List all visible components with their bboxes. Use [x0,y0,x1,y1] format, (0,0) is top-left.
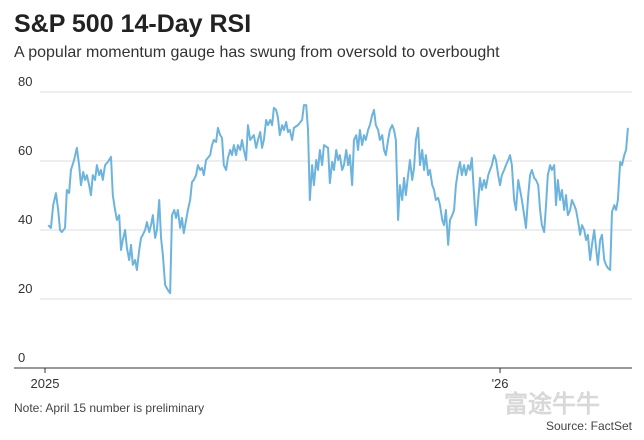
y-tick-label: 60 [18,143,32,158]
y-tick-label: 80 [18,74,32,89]
x-tick-label: 2025 [31,376,60,391]
chart-subtitle: A popular momentum gauge has swung from … [14,44,500,61]
y-tick-label: 20 [18,281,32,296]
y-tick-label: 40 [18,212,32,227]
watermark: 富途牛牛 [504,390,600,418]
rsi-line [47,104,629,295]
chart-title: S&P 500 14-Day RSI [14,10,251,38]
source: Source: FactSet [546,419,633,433]
note: Note: April 15 number is preliminary [14,401,204,415]
x-tick-label: '26 [492,376,509,391]
y-tick-label: 0 [18,350,25,365]
